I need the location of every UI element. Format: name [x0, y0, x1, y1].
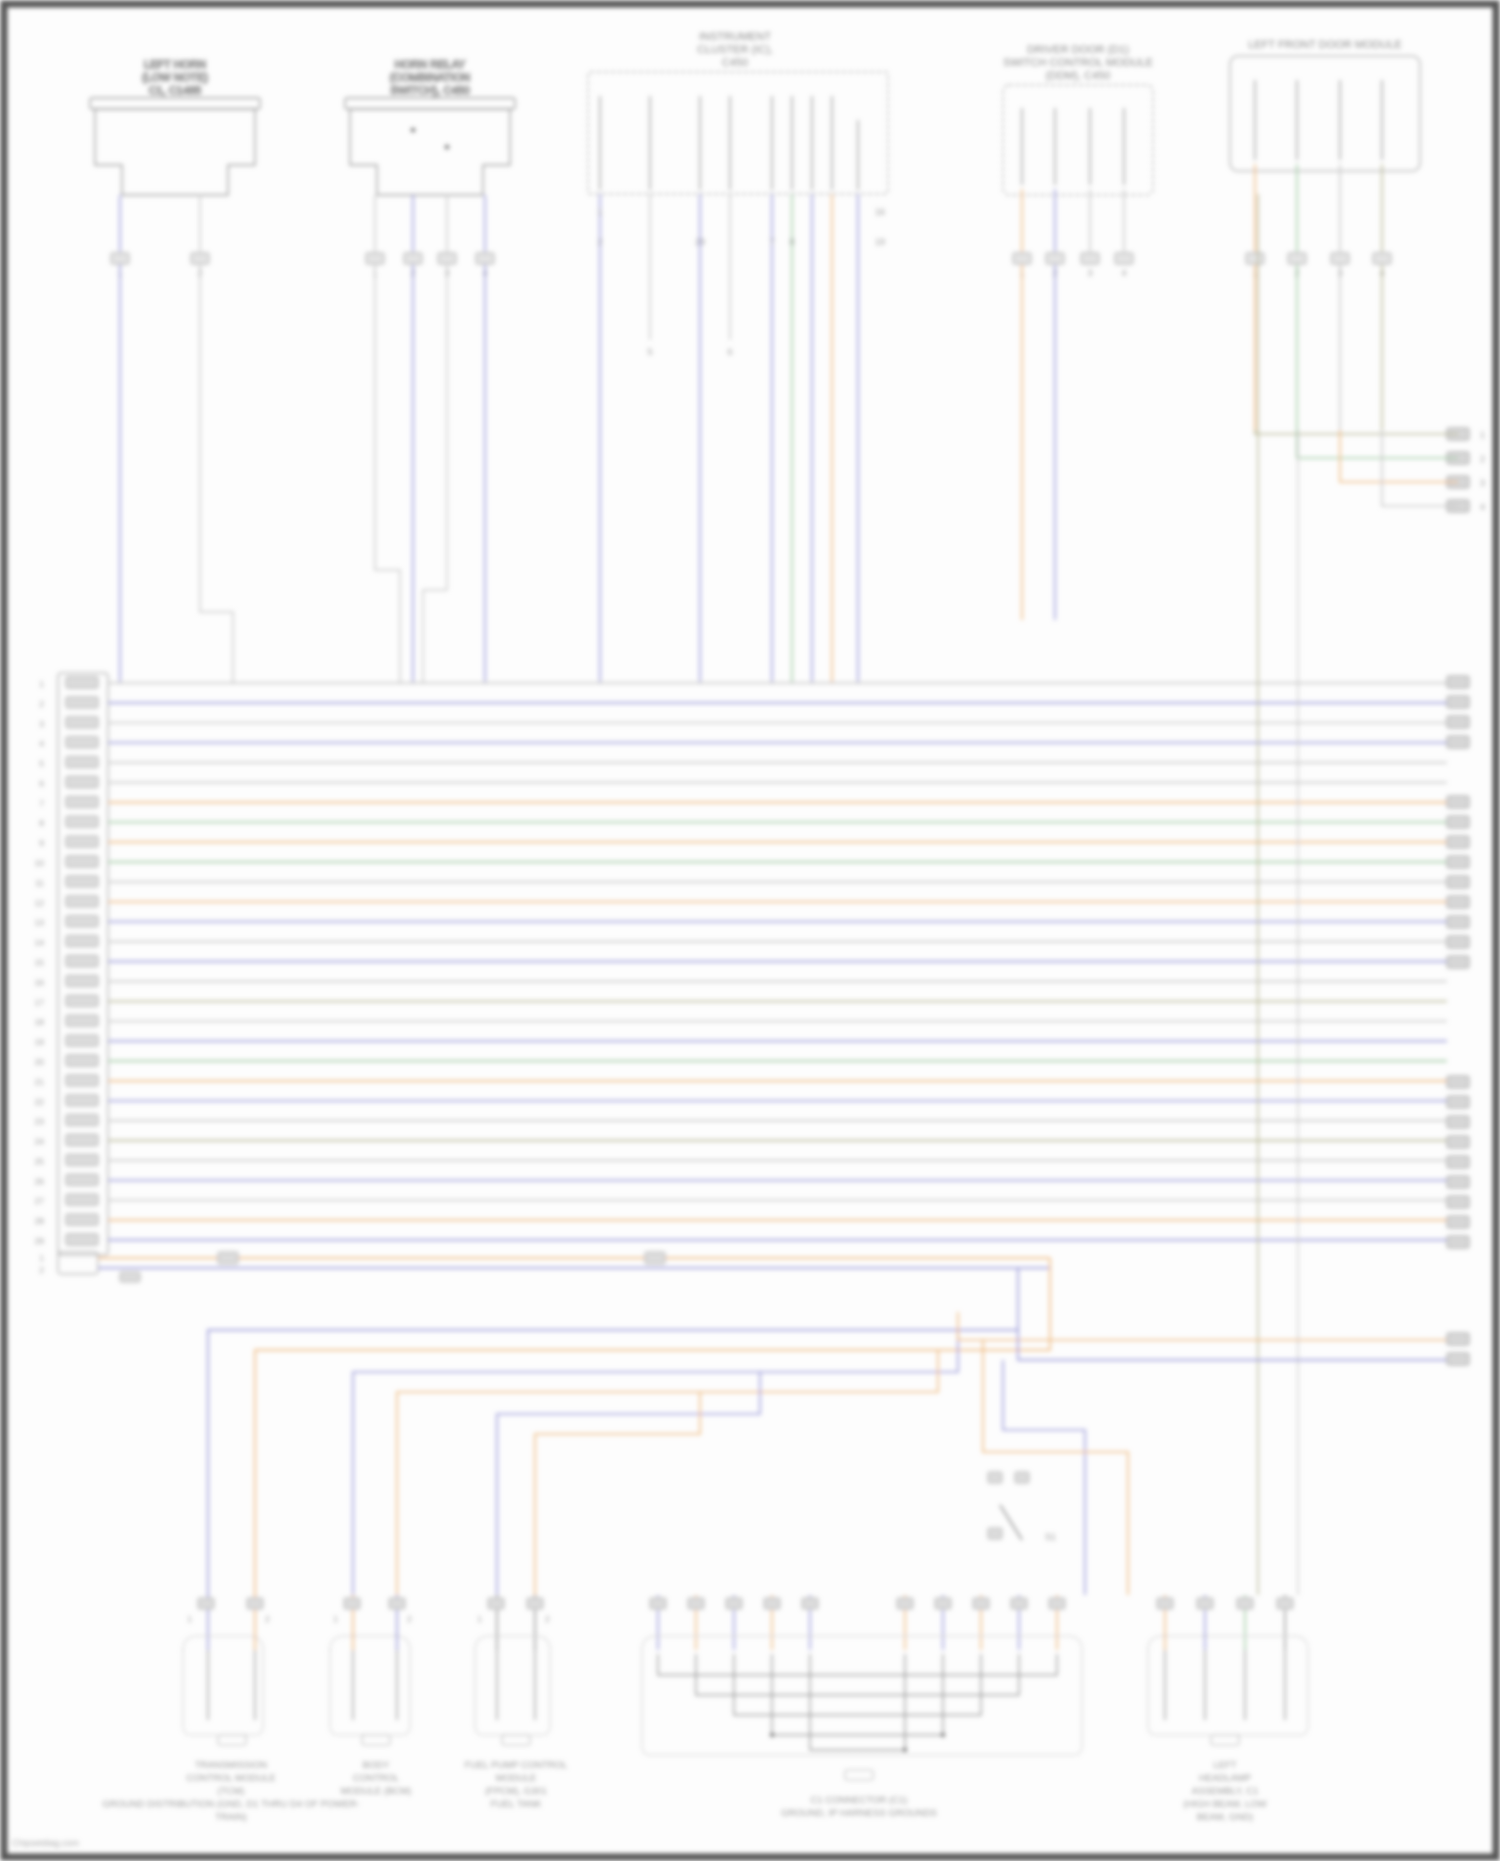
- svg-text:22: 22: [35, 1097, 45, 1107]
- svg-text:C1, C1485: C1, C1485: [149, 85, 202, 97]
- svg-text:4: 4: [1480, 502, 1485, 512]
- svg-text:4: 4: [1121, 268, 1126, 278]
- svg-text:2: 2: [1480, 454, 1485, 464]
- svg-text:S1: S1: [1045, 1532, 1056, 1542]
- svg-text:HORN RELAY: HORN RELAY: [395, 59, 466, 71]
- svg-text:(TCM): (TCM): [218, 1786, 245, 1797]
- svg-text:6: 6: [39, 779, 44, 789]
- svg-text:1: 1: [477, 1614, 482, 1624]
- svg-text:25: 25: [35, 1156, 45, 1166]
- svg-text:1: 1: [333, 1614, 338, 1624]
- svg-text:24: 24: [35, 1137, 45, 1147]
- svg-text:CONTROL MODULE: CONTROL MODULE: [186, 1773, 275, 1784]
- svg-text:FUEL TANK: FUEL TANK: [490, 1799, 542, 1810]
- svg-text:2: 2: [407, 1614, 412, 1624]
- svg-text:16: 16: [875, 207, 885, 217]
- svg-text:ASSEMBLY, C1: ASSEMBLY, C1: [1192, 1786, 1259, 1797]
- svg-text:GROUND, IP HARNESS GROUNDS: GROUND, IP HARNESS GROUNDS: [781, 1808, 937, 1819]
- svg-text:1: 1: [187, 1614, 192, 1624]
- svg-text:2: 2: [597, 237, 602, 247]
- svg-text:DRIVER DOOR (D1): DRIVER DOOR (D1): [1027, 44, 1129, 56]
- svg-text:TRAIN): TRAIN): [215, 1812, 247, 1823]
- svg-text:5: 5: [647, 347, 652, 357]
- svg-text:1: 1: [1480, 430, 1485, 440]
- svg-text:26: 26: [35, 1176, 45, 1186]
- svg-text:(DDM), C450: (DDM), C450: [1046, 70, 1111, 82]
- svg-text:10: 10: [35, 858, 45, 868]
- svg-text:BODY: BODY: [363, 1760, 391, 1771]
- svg-text:11: 11: [35, 878, 44, 888]
- svg-text:(FPCM), G301: (FPCM), G301: [485, 1786, 547, 1797]
- svg-text:BEAM, GND): BEAM, GND): [1197, 1812, 1253, 1823]
- svg-text:1: 1: [39, 1253, 44, 1263]
- svg-text:23: 23: [35, 1117, 45, 1127]
- svg-text:LEFT FRONT DOOR MODULE: LEFT FRONT DOOR MODULE: [1248, 39, 1402, 51]
- svg-text:15: 15: [35, 958, 45, 968]
- svg-text:CONTROL: CONTROL: [353, 1773, 399, 1784]
- svg-text:29: 29: [695, 237, 705, 247]
- svg-text:18: 18: [35, 1017, 45, 1027]
- svg-text:(COMBINATION: (COMBINATION: [390, 72, 471, 84]
- svg-text:C1 CONNECTOR (C1): C1 CONNECTOR (C1): [811, 1795, 908, 1806]
- svg-text:HEADLAMP: HEADLAMP: [1199, 1773, 1251, 1784]
- svg-text:7: 7: [39, 798, 44, 808]
- svg-text:21: 21: [35, 1077, 45, 1087]
- svg-text:8: 8: [39, 818, 44, 828]
- svg-text:3: 3: [1480, 478, 1485, 488]
- svg-text:19: 19: [35, 1037, 45, 1047]
- svg-text:2: 2: [265, 1614, 270, 1624]
- svg-text:MODULE: MODULE: [496, 1773, 537, 1784]
- svg-text:12: 12: [35, 898, 45, 908]
- svg-text:2: 2: [545, 1614, 550, 1624]
- svg-text:GROUND DISTRIBUTION (GND, D1 T: GROUND DISTRIBUTION (GND, D1 THRU D4 OF …: [102, 1799, 359, 1810]
- svg-text:FUEL PUMP CONTROL: FUEL PUMP CONTROL: [465, 1760, 568, 1771]
- svg-text:2: 2: [39, 1265, 44, 1275]
- svg-text:6: 6: [727, 347, 732, 357]
- svg-text:2: 2: [39, 699, 44, 709]
- svg-text:LEFT HORN: LEFT HORN: [144, 59, 206, 71]
- svg-text:3: 3: [1087, 268, 1092, 278]
- svg-text:19: 19: [875, 237, 885, 247]
- svg-text:Chipsetdiag.com: Chipsetdiag.com: [12, 1838, 79, 1848]
- svg-text:INSTRUMENT: INSTRUMENT: [699, 31, 771, 43]
- svg-text:SWITCH), C450: SWITCH), C450: [390, 85, 469, 97]
- svg-text:28: 28: [35, 1216, 45, 1226]
- svg-text:27: 27: [35, 1196, 45, 1206]
- svg-text:SWITCH CONTROL MODULE: SWITCH CONTROL MODULE: [1003, 57, 1153, 69]
- svg-text:13: 13: [35, 918, 45, 928]
- svg-text:TRANSMISSION: TRANSMISSION: [195, 1760, 267, 1771]
- svg-text:14: 14: [35, 938, 45, 948]
- svg-text:C450: C450: [722, 57, 748, 69]
- svg-text:CLUSTER (IC),: CLUSTER (IC),: [697, 44, 773, 56]
- svg-text:MODULE (BCM): MODULE (BCM): [341, 1786, 412, 1797]
- svg-text:3: 3: [39, 719, 44, 729]
- svg-text:29: 29: [35, 1236, 45, 1246]
- svg-text:1: 1: [597, 207, 602, 217]
- svg-text:20: 20: [35, 1057, 45, 1067]
- svg-text:(LOW NOTE): (LOW NOTE): [142, 72, 208, 84]
- svg-text:LEFT: LEFT: [1213, 1760, 1236, 1771]
- svg-text:16: 16: [35, 977, 45, 987]
- svg-text:5: 5: [39, 759, 44, 769]
- svg-text:4: 4: [39, 739, 44, 749]
- svg-text:17: 17: [35, 997, 45, 1007]
- svg-text:(HIGH BEAM, LOW: (HIGH BEAM, LOW: [1183, 1799, 1266, 1810]
- svg-text:9: 9: [39, 838, 44, 848]
- svg-text:7: 7: [769, 237, 774, 247]
- svg-text:1: 1: [39, 679, 44, 689]
- svg-text:8: 8: [789, 237, 794, 247]
